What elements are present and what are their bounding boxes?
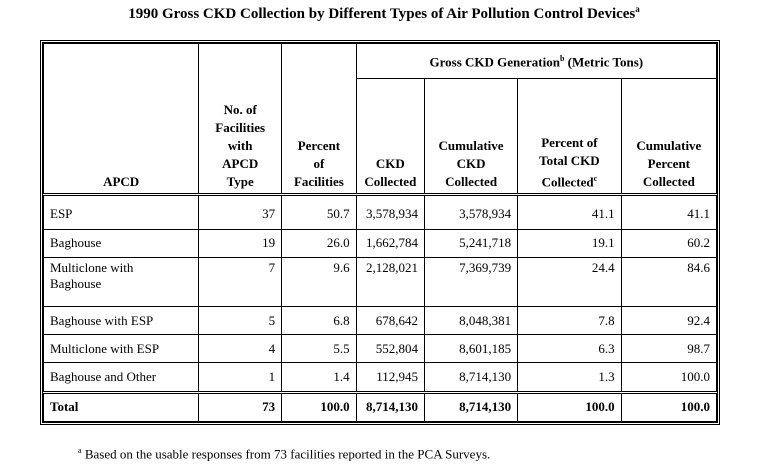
- footnote-mark: a: [78, 446, 82, 455]
- cell-ckd-collected: 3,578,934: [355, 193, 425, 230]
- cell-percent-facilities: 100.0: [281, 390, 357, 423]
- cell-facilities: 5: [198, 306, 283, 336]
- header-percent-facilities: Percent of Facilities: [281, 43, 357, 195]
- cell-cumulative-percent: 100.0: [620, 362, 718, 393]
- ckd-collection-table: APCD No. of Facilities with APCD Type Pe…: [42, 43, 718, 423]
- cell-cumulative-ckd: 8,714,130: [423, 390, 519, 423]
- cell-cumulative-percent: 92.4: [620, 306, 718, 336]
- cell-cumulative-percent: 41.1: [620, 193, 718, 230]
- table-row: ESP 37 50.7 3,578,934 3,578,934 41.1 41.…: [42, 193, 718, 230]
- table-row: Multiclone with ESP 4 5.5 552,804 8,601,…: [42, 334, 718, 364]
- footnote: a Based on the usable responses from 73 …: [78, 446, 490, 462]
- cell-cumulative-percent: 98.7: [620, 334, 718, 364]
- data-table-frame: APCD No. of Facilities with APCD Type Pe…: [40, 40, 720, 425]
- table-title: 1990 Gross CKD Collection by Different T…: [0, 4, 768, 23]
- cell-apcd: Multiclone with ESP: [42, 334, 200, 364]
- header-gross-ckd-generation: Gross CKD Generationb (Metric Tons): [355, 43, 718, 79]
- cell-percent-total: 19.1: [517, 229, 622, 258]
- cell-cumulative-percent: 60.2: [620, 229, 718, 258]
- title-footnote-mark: a: [635, 4, 640, 14]
- title-text: 1990 Gross CKD Collection by Different T…: [128, 6, 636, 22]
- cell-cumulative-ckd: 8,714,130: [423, 362, 519, 393]
- cell-ckd-collected: 1,662,784: [355, 229, 425, 258]
- cell-cumulative-percent: 84.6: [620, 257, 718, 308]
- cell-facilities: 73: [198, 390, 283, 423]
- cell-cumulative-ckd: 7,369,739: [423, 257, 519, 308]
- cell-cumulative-ckd: 8,048,381: [423, 306, 519, 336]
- cell-apcd: Total: [42, 390, 200, 423]
- header-ckd-collected: CKD Collected: [355, 78, 425, 195]
- header-apcd: APCD: [42, 43, 200, 195]
- cell-facilities: 37: [198, 193, 283, 230]
- cell-cumulative-ckd: 5,241,718: [423, 229, 519, 258]
- cell-facilities: 4: [198, 334, 283, 364]
- cell-apcd: Baghouse and Other: [42, 362, 200, 393]
- cell-percent-total: 24.4: [517, 257, 622, 308]
- cell-cumulative-ckd: 3,578,934: [423, 193, 519, 230]
- cell-ckd-collected: 552,804: [355, 334, 425, 364]
- cell-percent-total: 7.8: [517, 306, 622, 336]
- cell-percent-total: 1.3: [517, 362, 622, 393]
- cell-ckd-collected: 8,714,130: [355, 390, 425, 423]
- header-facilities: No. of Facilities with APCD Type: [198, 43, 283, 195]
- cell-percent-total: 41.1: [517, 193, 622, 230]
- cell-percent-facilities: 1.4: [281, 362, 357, 393]
- cell-ckd-collected: 112,945: [355, 362, 425, 393]
- cell-percent-facilities: 50.7: [281, 193, 357, 230]
- footnote-text: Based on the usable responses from 73 fa…: [84, 446, 491, 462]
- cell-cumulative-percent: 100.0: [620, 390, 718, 423]
- header-cumulative-ckd: Cumulative CKD Collected: [423, 78, 519, 195]
- cell-apcd: Baghouse: [42, 229, 200, 258]
- cell-ckd-collected: 2,128,021: [355, 257, 425, 308]
- cell-percent-facilities: 5.5: [281, 334, 357, 364]
- total-row: Total 73 100.0 8,714,130 8,714,130 100.0…: [42, 390, 718, 423]
- cell-percent-total: 100.0: [517, 390, 622, 423]
- table-row: Baghouse 19 26.0 1,662,784 5,241,718 19.…: [42, 229, 718, 258]
- cell-facilities: 7: [198, 257, 283, 308]
- table-row: Baghouse and Other 1 1.4 112,945 8,714,1…: [42, 362, 718, 393]
- cell-apcd: ESP: [42, 193, 200, 230]
- table-row: Multiclone with Baghouse 7 9.6 2,128,021…: [42, 257, 718, 308]
- cell-facilities: 19: [198, 229, 283, 258]
- header-percent-total: Percent of Total CKD Collectedc: [517, 78, 622, 195]
- cell-cumulative-ckd: 8,601,185: [423, 334, 519, 364]
- table-row: Baghouse with ESP 5 6.8 678,642 8,048,38…: [42, 306, 718, 336]
- cell-percent-facilities: 9.6: [281, 257, 357, 308]
- cell-percent-total: 6.3: [517, 334, 622, 364]
- cell-apcd: Multiclone with Baghouse: [42, 257, 200, 308]
- cell-percent-facilities: 6.8: [281, 306, 357, 336]
- header-cumulative-percent: Cumulative Percent Collected: [620, 78, 718, 195]
- cell-percent-facilities: 26.0: [281, 229, 357, 258]
- cell-ckd-collected: 678,642: [355, 306, 425, 336]
- cell-facilities: 1: [198, 362, 283, 393]
- cell-apcd: Baghouse with ESP: [42, 306, 200, 336]
